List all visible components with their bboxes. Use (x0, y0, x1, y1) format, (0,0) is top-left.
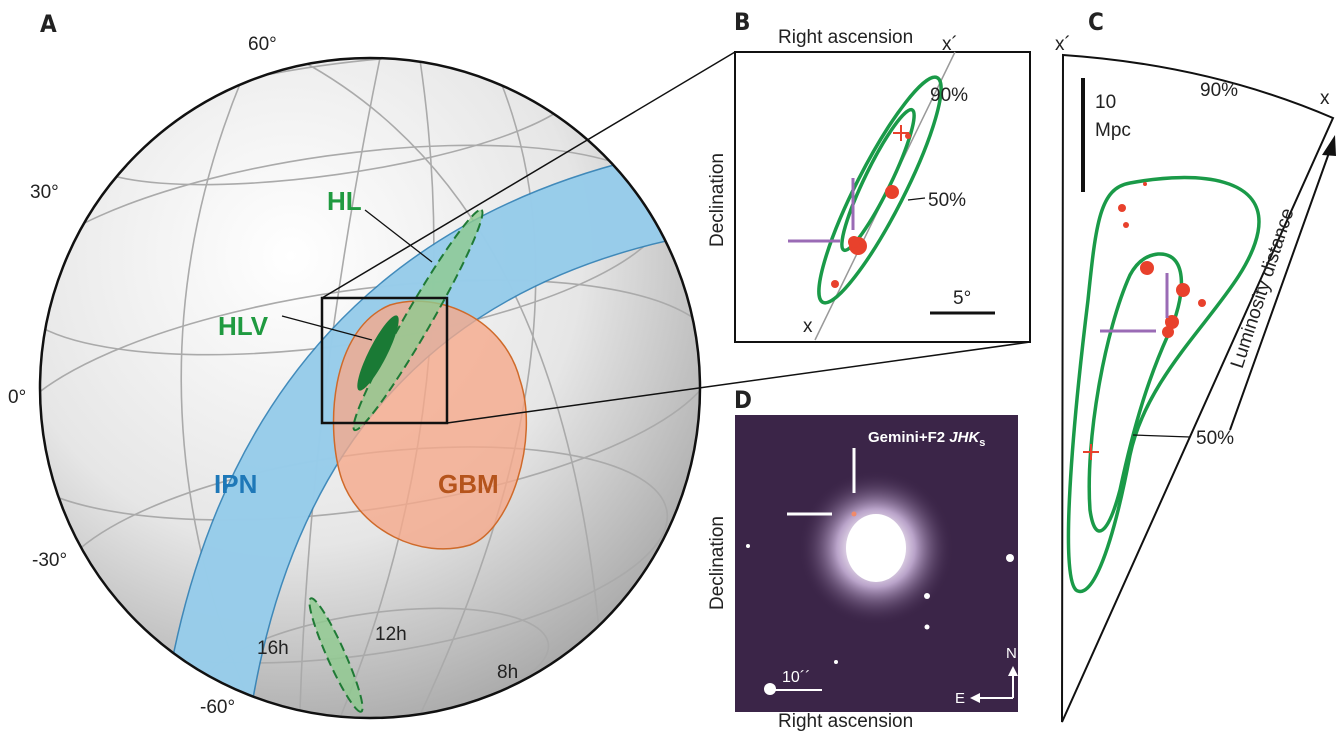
lat-label: 60° (248, 34, 277, 55)
crosshair (787, 448, 856, 516)
galaxy (1176, 283, 1190, 297)
hlv-region (357, 315, 399, 391)
panel-b: B Right ascension x´ x Declination 90% 5… (707, 8, 1031, 343)
region-label: GBM (438, 469, 499, 499)
grid-line (419, 79, 537, 716)
marker (893, 125, 909, 141)
leader-line (281, 315, 373, 341)
ra-label: 8h (497, 662, 518, 683)
transient (851, 511, 857, 517)
leader-line (364, 209, 433, 263)
compass (976, 672, 1014, 699)
galaxies (831, 133, 911, 288)
zoom-box (320, 296, 449, 425)
marker (1083, 444, 1099, 460)
panel-c: C x´ x 10 Mpc Luminosity distance 90% 50… (1055, 8, 1336, 723)
galaxy (848, 236, 860, 248)
region-label: HLV (218, 311, 269, 341)
galaxy-core (846, 514, 906, 582)
zoom-line (446, 341, 1031, 424)
axis-end: x (1320, 88, 1330, 109)
galaxy (1165, 315, 1179, 329)
galaxy (1140, 261, 1154, 275)
scale-label: Mpc (1095, 120, 1131, 141)
lat-label: 30° (30, 182, 59, 203)
compass-heads (970, 666, 1018, 703)
zoom-line (321, 51, 736, 299)
axis-title: Declination (707, 153, 728, 247)
leader-line (1132, 434, 1191, 438)
axis-end: x´ (942, 34, 958, 55)
scale-label: 5° (953, 288, 971, 309)
contour-90 (817, 75, 943, 305)
galaxy (1143, 182, 1147, 186)
lat-label: -60° (200, 697, 235, 718)
instrument-label: Gemini+F2 JHKs (868, 429, 985, 449)
panel-label: D (734, 386, 752, 414)
galaxy (905, 133, 911, 139)
contour-label: 50% (1196, 428, 1234, 449)
sphere-grid (40, 58, 700, 718)
scale-label: 10 (1095, 92, 1116, 113)
galaxy (1162, 326, 1174, 338)
instrument: Gemini+F2 (868, 429, 945, 446)
arrow-head (1322, 135, 1336, 156)
contour-90 (1066, 175, 1261, 594)
filter-subscript: s (979, 437, 985, 449)
compass-label: E (955, 690, 965, 707)
hl-region-south (308, 597, 364, 713)
panel-a: A 60° 30° 0° -30° -60° 16h 12h 8h HL HLV… (8, 10, 1031, 720)
axis-end: x (803, 316, 813, 337)
star (746, 544, 750, 548)
galaxy (1118, 204, 1126, 212)
axis-title: Declination (707, 516, 728, 610)
hl-region (352, 208, 484, 432)
region-label: HL (327, 186, 362, 216)
distance-wedge (1061, 53, 1335, 723)
contour-label: 90% (930, 85, 968, 106)
panel-d: D Gemini+F2 JHKs Right ascension Declina… (707, 386, 1018, 732)
galaxy (831, 280, 839, 288)
scale-label: 10´´ (782, 669, 810, 686)
galaxies (1118, 182, 1206, 338)
crosshair (1100, 273, 1169, 333)
galaxy (885, 185, 899, 199)
axis-end: x´ (1055, 34, 1071, 55)
star (924, 593, 930, 599)
ra-label: 12h (375, 624, 407, 645)
star (834, 660, 838, 664)
filter: JHK (949, 429, 980, 446)
panel-label: C (1088, 8, 1104, 36)
galaxy (1198, 299, 1206, 307)
axis-title: Right ascension (778, 711, 913, 732)
compass-label: N (1006, 645, 1017, 662)
contour-label: 90% (1200, 80, 1238, 101)
distance-arrow (1229, 149, 1331, 431)
axis-title: Right ascension (778, 27, 913, 48)
panel-label: B (734, 8, 750, 36)
galaxy (1123, 222, 1129, 228)
crosshair (788, 178, 855, 243)
star (1006, 554, 1014, 562)
ra-label: 16h (257, 638, 289, 659)
lat-label: 0° (8, 387, 26, 408)
region-label: IPN (214, 469, 257, 499)
panel-label: A (40, 10, 57, 38)
contour-label: 50% (928, 190, 966, 211)
star (924, 624, 930, 630)
leader-line (907, 197, 926, 201)
lat-label: -30° (32, 550, 67, 571)
